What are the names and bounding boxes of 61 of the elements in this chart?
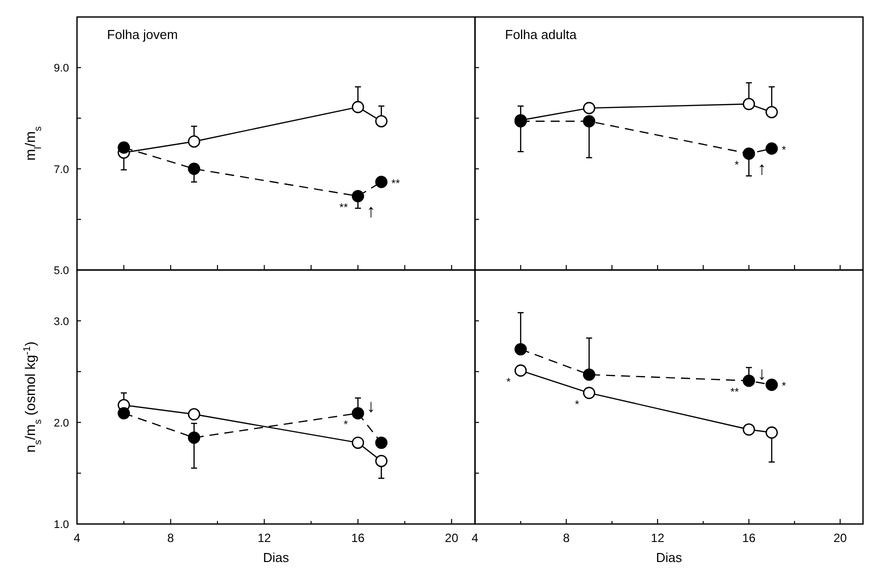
point [742,98,756,110]
y-tick-label: 7.0 [54,164,69,176]
x-tick-label: 4 [74,531,81,545]
x-tick-label: 20 [444,531,459,545]
x-tick-label: 16 [351,531,365,545]
text: Folha jovem [107,27,178,42]
point [742,423,756,436]
point [188,408,200,420]
point [352,100,364,114]
x-tick-label: 20 [833,531,848,545]
point [352,407,364,420]
annotation: ↓ [757,363,766,384]
y-tick-label: 5.0 [54,265,69,277]
annotation: * [782,380,787,393]
point [766,142,778,155]
x-tick-label: 12 [258,531,272,545]
point [514,343,527,356]
annotation: * [574,398,580,411]
point [514,364,527,377]
point [742,374,756,387]
x-tick-label: 8 [167,531,174,545]
annotation: ** [730,386,740,399]
y-tick-label: 9.0 [54,62,69,75]
point [582,115,596,128]
annotation: * [344,419,349,432]
x-tick-label: 8 [562,531,570,545]
annotation: ** [339,202,349,214]
point [352,190,364,202]
annotation: * [506,376,512,388]
annotation: * [782,144,787,156]
point [582,368,596,381]
annotation: ↑ [757,158,766,178]
point [582,386,596,400]
point [375,454,388,468]
point [375,436,388,449]
x-tick-label: 4 [472,531,479,545]
point [582,102,596,114]
annotation: ** [391,178,401,190]
x-axis-title: Dias [262,550,290,565]
y-tick-label: 2.0 [54,417,69,430]
text: Folha adulta [505,27,578,42]
x-tick-label: 12 [650,531,665,545]
point [118,407,130,420]
point [375,176,388,188]
point [766,426,778,439]
point [742,147,756,160]
point [118,141,130,154]
point [375,115,388,128]
annotation: ↓ [366,396,376,416]
y-tick-label: 1.0 [54,519,69,531]
annotation: ↑ [366,200,376,221]
x-tick-label: 16 [742,531,756,545]
point [188,135,200,148]
point [766,106,778,118]
point [766,378,778,391]
y-tick-label: 3.0 [54,316,69,328]
point [188,431,200,444]
x-axis-title: Dias [656,550,682,565]
annotation: * [734,160,740,172]
point [188,162,200,175]
point [352,436,364,449]
